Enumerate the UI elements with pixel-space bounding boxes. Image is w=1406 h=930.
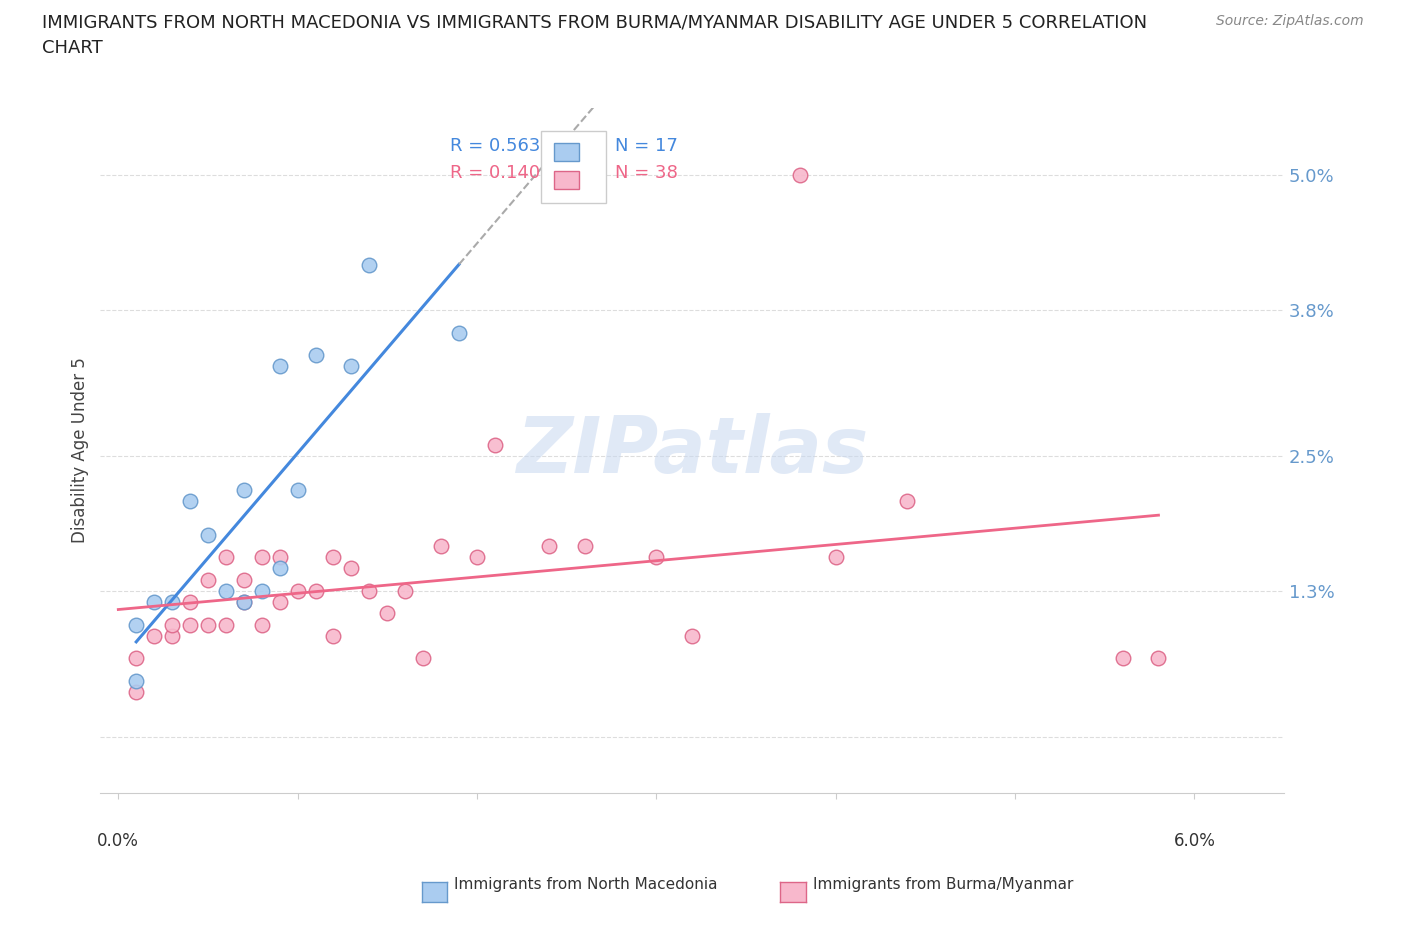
Point bbox=[304, 583, 326, 598]
Point bbox=[375, 606, 398, 621]
Point bbox=[197, 572, 219, 587]
Point bbox=[232, 594, 254, 609]
Point bbox=[232, 572, 254, 587]
Point bbox=[179, 594, 201, 609]
Point bbox=[484, 437, 506, 452]
Text: R = 0.140: R = 0.140 bbox=[450, 164, 540, 182]
Point bbox=[412, 651, 434, 666]
Text: IMMIGRANTS FROM NORTH MACEDONIA VS IMMIGRANTS FROM BURMA/MYANMAR DISABILITY AGE : IMMIGRANTS FROM NORTH MACEDONIA VS IMMIG… bbox=[42, 14, 1147, 57]
Point bbox=[447, 326, 470, 340]
Legend: , : , bbox=[541, 131, 606, 203]
Point bbox=[430, 538, 453, 553]
Point bbox=[250, 618, 273, 632]
Point bbox=[215, 583, 238, 598]
Point bbox=[1111, 651, 1133, 666]
Point bbox=[143, 594, 166, 609]
Point bbox=[250, 583, 273, 598]
Text: N = 38: N = 38 bbox=[616, 164, 678, 182]
Point bbox=[125, 651, 148, 666]
Point bbox=[465, 550, 488, 565]
Point bbox=[322, 550, 344, 565]
Point bbox=[197, 618, 219, 632]
Point bbox=[125, 673, 148, 688]
Y-axis label: Disability Age Under 5: Disability Age Under 5 bbox=[72, 357, 89, 543]
Point bbox=[160, 594, 183, 609]
Point bbox=[232, 483, 254, 498]
Point bbox=[359, 583, 381, 598]
Text: 0.0%: 0.0% bbox=[97, 832, 139, 850]
Point bbox=[160, 618, 183, 632]
Point bbox=[215, 618, 238, 632]
Point bbox=[250, 550, 273, 565]
Point bbox=[287, 583, 309, 598]
Point bbox=[340, 359, 363, 374]
Text: N = 17: N = 17 bbox=[616, 137, 678, 154]
Point bbox=[537, 538, 560, 553]
Point bbox=[304, 348, 326, 363]
Point bbox=[340, 561, 363, 576]
Point bbox=[287, 483, 309, 498]
Point bbox=[1147, 651, 1170, 666]
Point bbox=[269, 550, 291, 565]
Point bbox=[215, 550, 238, 565]
Text: R = 0.563: R = 0.563 bbox=[450, 137, 540, 154]
Point bbox=[645, 550, 668, 565]
Point bbox=[125, 618, 148, 632]
Point bbox=[789, 168, 811, 183]
Point bbox=[143, 629, 166, 644]
Point bbox=[359, 258, 381, 272]
Point bbox=[896, 494, 918, 509]
Point bbox=[574, 538, 596, 553]
Point bbox=[125, 684, 148, 699]
Text: Immigrants from North Macedonia: Immigrants from North Macedonia bbox=[454, 877, 717, 892]
Point bbox=[179, 618, 201, 632]
Point bbox=[824, 550, 846, 565]
Point bbox=[232, 594, 254, 609]
Point bbox=[269, 594, 291, 609]
Point bbox=[269, 561, 291, 576]
Point bbox=[322, 629, 344, 644]
Point bbox=[197, 527, 219, 542]
Text: 6.0%: 6.0% bbox=[1174, 832, 1215, 850]
Text: Source: ZipAtlas.com: Source: ZipAtlas.com bbox=[1216, 14, 1364, 28]
Point bbox=[160, 629, 183, 644]
Point bbox=[681, 629, 703, 644]
Point bbox=[394, 583, 416, 598]
Text: ZIPatlas: ZIPatlas bbox=[516, 413, 869, 488]
Text: Immigrants from Burma/Myanmar: Immigrants from Burma/Myanmar bbox=[813, 877, 1073, 892]
Point bbox=[179, 494, 201, 509]
Point bbox=[269, 359, 291, 374]
